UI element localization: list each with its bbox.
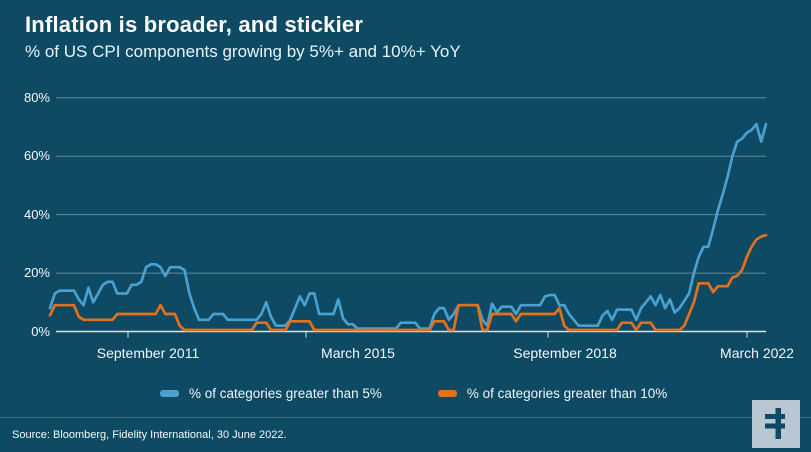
page-title: Inflation is broader, and stickier bbox=[25, 12, 364, 37]
source-text: Source: Bloomberg, Fidelity Internationa… bbox=[12, 429, 287, 441]
logo-f-icon bbox=[765, 408, 785, 439]
y-axis-label-60%: 60% bbox=[23, 148, 50, 164]
series-line-10pct bbox=[48, 233, 768, 332]
x-axis-label: September 2011 bbox=[96, 345, 200, 361]
legend-swatch-5pct bbox=[160, 390, 179, 397]
x-axis-label: March 2022 bbox=[720, 345, 794, 361]
legend-label: % of categories greater than 5% bbox=[189, 386, 382, 401]
legend-swatch-10pct bbox=[437, 390, 457, 397]
y-axis-label-80%: 80% bbox=[23, 89, 50, 105]
y-axis-label-0%: 0% bbox=[31, 323, 50, 339]
footer-divider bbox=[0, 417, 811, 418]
x-axis-label: September 2018 bbox=[513, 345, 617, 361]
legend-item-5pct: % of categories greater than 5% bbox=[160, 386, 382, 401]
y-axis-label-40%: 40% bbox=[23, 206, 50, 222]
series-line-5pct bbox=[48, 122, 768, 330]
legend: % of categories greater than 5% % of cate… bbox=[160, 386, 667, 401]
x-axis-label: March 2015 bbox=[321, 345, 395, 361]
legend-item-10pct: % of categories greater than 10% bbox=[437, 386, 668, 401]
y-axis-label-20%: 20% bbox=[23, 265, 50, 281]
fidelity-logo bbox=[752, 400, 800, 448]
page-subtitle: % of US CPI components growing by 5%+ an… bbox=[25, 42, 461, 61]
legend-label: % of categories greater than 10% bbox=[466, 386, 668, 401]
